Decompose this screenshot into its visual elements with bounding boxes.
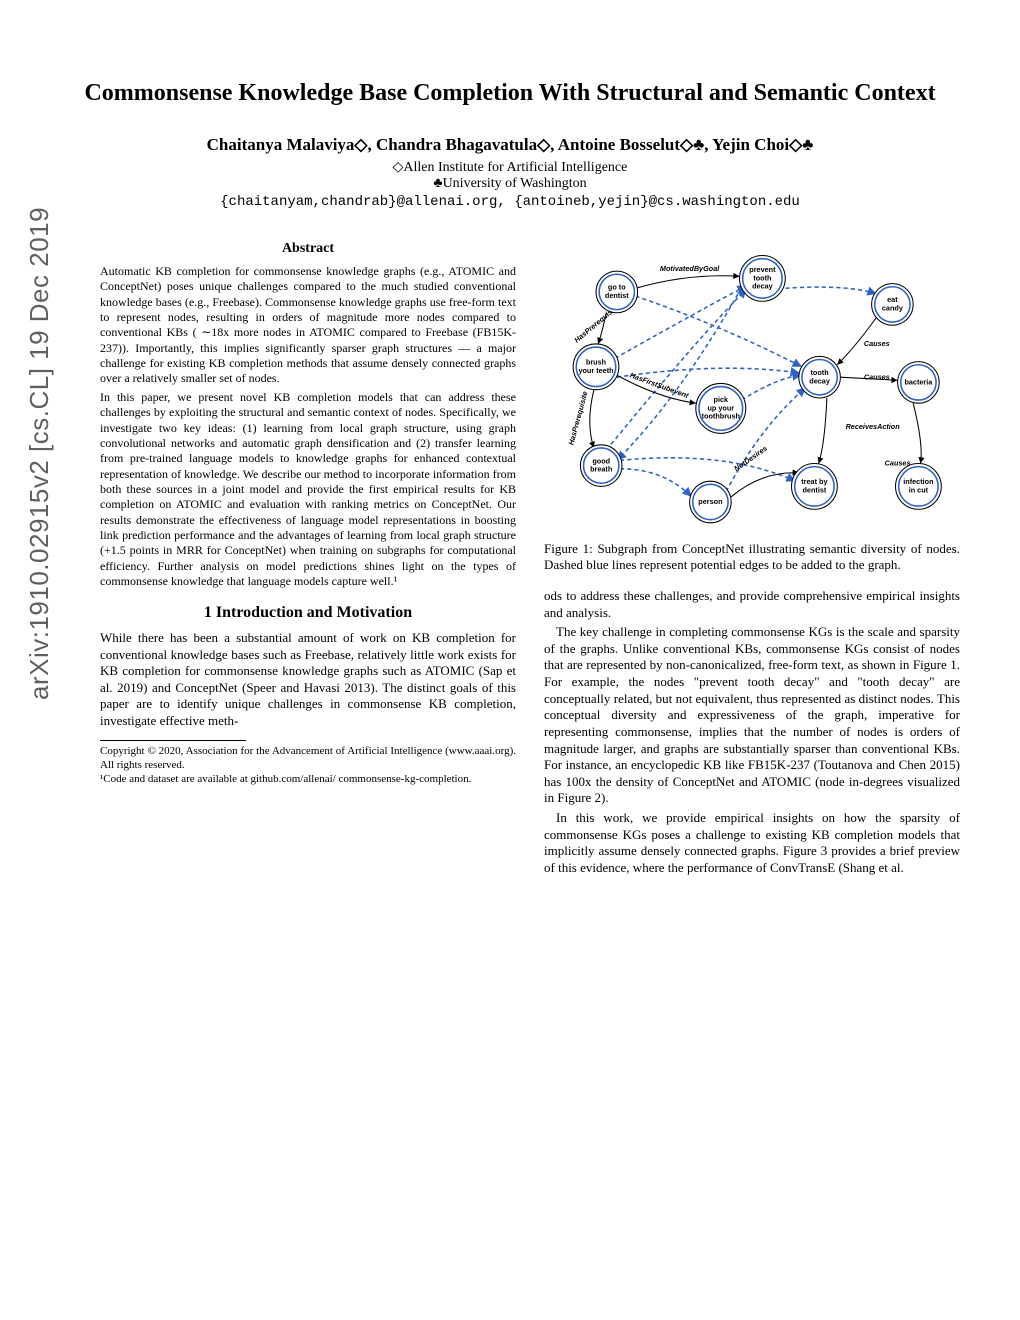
- affiliation-2: ♣University of Washington: [60, 176, 960, 192]
- svg-text:NotDesires: NotDesires: [732, 444, 769, 473]
- svg-text:bacteria: bacteria: [904, 377, 933, 386]
- svg-text:MotivatedByGoal: MotivatedByGoal: [660, 264, 720, 273]
- left-column: Abstract Automatic KB completion for com…: [100, 240, 516, 880]
- svg-text:dentist: dentist: [802, 485, 826, 494]
- right-paragraph-3: In this work, we provide empirical insig…: [544, 810, 960, 877]
- svg-text:candy: candy: [882, 303, 903, 312]
- code-footnote: ¹Code and dataset are available at githu…: [100, 772, 516, 786]
- svg-text:your teeth: your teeth: [578, 366, 613, 375]
- figure-1-caption: Figure 1: Subgraph from ConceptNet illus…: [544, 541, 960, 574]
- svg-text:decay: decay: [809, 376, 830, 385]
- svg-text:breath: breath: [590, 465, 612, 474]
- authors-line: Chaitanya Malaviya◇, Chandra Bhagavatula…: [60, 135, 960, 155]
- arxiv-stamp: arXiv:1910.02915v2 [cs.CL] 19 Dec 2019: [24, 207, 55, 700]
- svg-text:toothbrush: toothbrush: [702, 412, 740, 421]
- footnote-rule: [100, 740, 246, 741]
- svg-text:ReceivesAction: ReceivesAction: [846, 422, 901, 431]
- figure-1-graph: MotivatedByGoal HasPrerequisite Causes Caus…: [544, 240, 960, 530]
- section-1-heading: 1 Introduction and Motivation: [100, 603, 516, 623]
- svg-text:Causes: Causes: [864, 339, 890, 348]
- svg-text:person: person: [698, 497, 722, 506]
- right-paragraph-1: ods to address these challenges, and pro…: [544, 588, 960, 621]
- svg-text:in cut: in cut: [909, 485, 929, 494]
- right-column: MotivatedByGoal HasPrerequisite Causes Caus…: [544, 240, 960, 880]
- svg-text:HasPrerequisite: HasPrerequisite: [566, 390, 589, 446]
- paper-title: Commonsense Knowledge Base Completion Wi…: [60, 80, 960, 107]
- affiliation-1: ◇Allen Institute for Artificial Intellig…: [60, 159, 960, 176]
- abstract-paragraph-2: In this paper, we present novel KB compl…: [100, 390, 516, 590]
- intro-paragraph-1: While there has been a substantial amoun…: [100, 630, 516, 730]
- copyright-footnote: Copyright © 2020, Association for the Ad…: [100, 744, 516, 772]
- abstract-heading: Abstract: [100, 240, 516, 258]
- emails: {chaitanyam,chandrab}@allenai.org, {anto…: [60, 194, 960, 210]
- svg-text:decay: decay: [752, 282, 773, 291]
- svg-text:dentist: dentist: [605, 291, 629, 300]
- right-paragraph-2: The key challenge in completing commonse…: [544, 624, 960, 807]
- abstract-paragraph-1: Automatic KB completion for commonsense …: [100, 264, 516, 387]
- svg-text:Causes: Causes: [864, 372, 890, 381]
